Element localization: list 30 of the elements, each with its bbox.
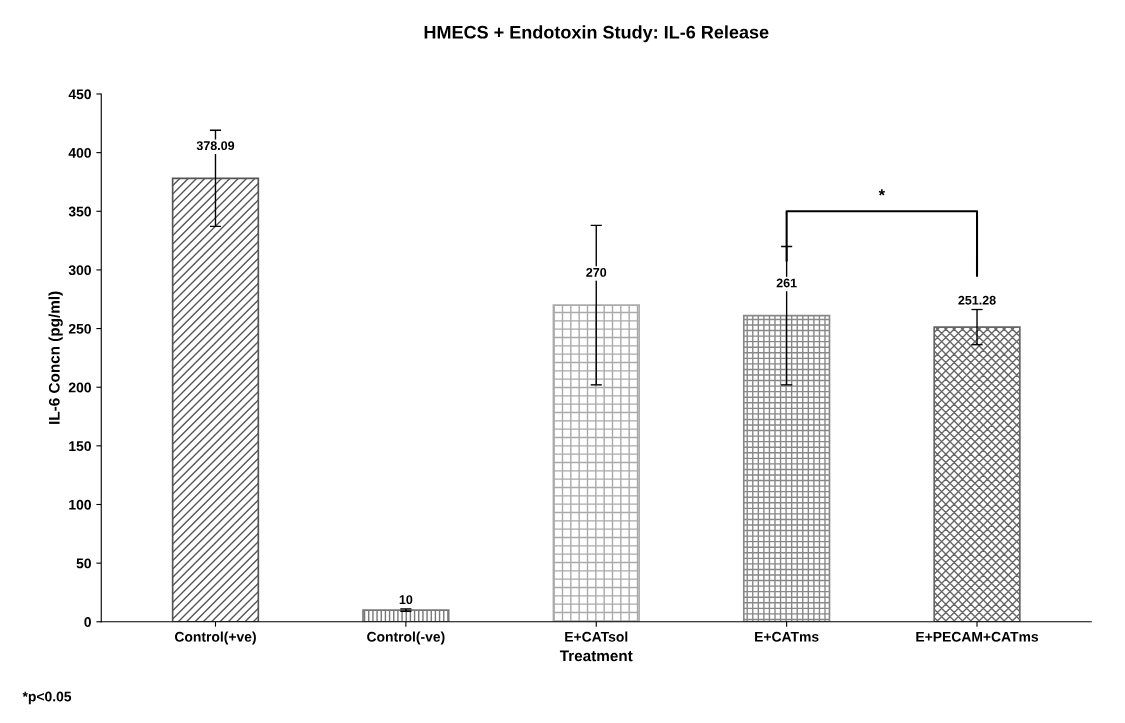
bar <box>742 314 831 622</box>
y-tick-label: 300 <box>68 265 91 276</box>
y-tick-label: 0 <box>84 617 91 627</box>
y-tick-label: 400 <box>68 147 91 158</box>
x-tick-label: Control(-ve) <box>367 631 445 645</box>
bar <box>933 326 1021 622</box>
data-label: 10 <box>399 595 413 605</box>
data-label: 378.09 <box>196 141 235 151</box>
y-tick-label: 100 <box>69 499 91 510</box>
y-tick-label: 50 <box>76 558 91 569</box>
x-tick-label: E+PECAM+CATms <box>916 631 1039 642</box>
y-tick-label: 200 <box>68 382 91 393</box>
data-label: 251.28 <box>958 295 996 305</box>
y-tick-label: 150 <box>69 441 91 452</box>
bar <box>362 609 450 622</box>
bar <box>171 177 260 622</box>
bar <box>552 304 640 622</box>
data-label: 261 <box>776 278 797 288</box>
y-tick-label: 450 <box>68 89 91 100</box>
y-tick-label: 350 <box>68 206 91 217</box>
data-label: 270 <box>586 267 607 277</box>
text: *p<0.05 <box>22 691 72 705</box>
y-axis-title: IL-6 Concn (pg/ml) <box>48 291 63 424</box>
x-axis-title: Treatment <box>559 650 633 662</box>
chart-title: HMECS + Endotoxin Study: IL-6 Release <box>424 25 769 43</box>
annotation: * <box>878 189 886 196</box>
x-tick-label: E+CATms <box>755 631 819 642</box>
x-tick-label: Control(+ve) <box>174 631 256 645</box>
x-tick-label: E+CATsol <box>565 631 628 642</box>
y-tick-label: 250 <box>68 323 91 334</box>
